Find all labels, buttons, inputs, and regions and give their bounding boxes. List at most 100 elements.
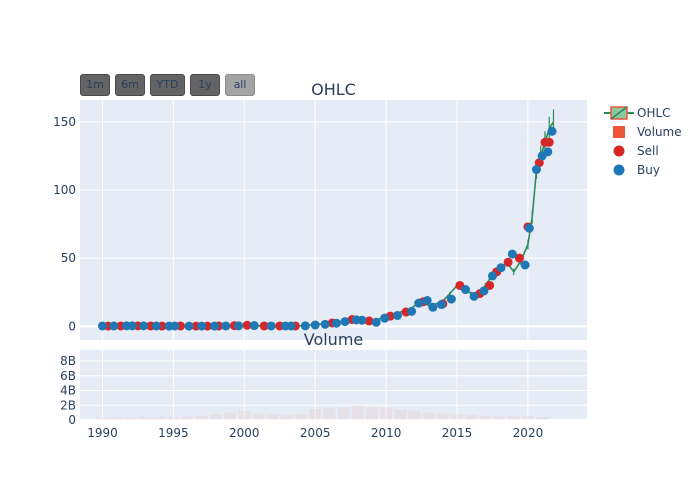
ohlc-box-icon xyxy=(604,106,634,120)
buy-point xyxy=(543,147,553,157)
range-button-6m[interactable]: 6m xyxy=(115,74,145,96)
legend-item-ohlc[interactable]: OHLC xyxy=(604,104,696,123)
sell-point xyxy=(544,137,554,147)
buy-point xyxy=(531,165,541,175)
x-tick-label: 2000 xyxy=(229,426,260,440)
sell-point xyxy=(364,316,374,326)
volume-bar xyxy=(507,416,520,420)
volume-plot-area xyxy=(80,350,587,420)
square-icon xyxy=(613,126,625,138)
volume-bar xyxy=(422,412,435,420)
buy-point xyxy=(428,302,438,312)
volume-bar xyxy=(124,417,137,420)
volume-bar xyxy=(96,417,109,420)
buy-point xyxy=(210,321,220,331)
volume-bar xyxy=(408,411,421,420)
volume-bar xyxy=(181,416,194,420)
buy-point xyxy=(300,321,310,331)
buy-point xyxy=(461,285,471,295)
x-tick-label: 2010 xyxy=(371,426,402,440)
volume-bar xyxy=(110,417,123,420)
sell-point xyxy=(514,253,524,263)
sell-point xyxy=(503,257,513,267)
volume-y-tick-label: 8B xyxy=(60,354,76,368)
buy-point xyxy=(547,126,557,136)
volume-bar xyxy=(280,414,293,420)
sell-point xyxy=(485,280,495,290)
buy-point xyxy=(331,318,341,328)
volume-bar xyxy=(266,414,279,420)
buy-point xyxy=(139,321,149,331)
volume-bar xyxy=(337,407,350,420)
x-tick-label: 2005 xyxy=(300,426,331,440)
buy-point xyxy=(310,320,320,330)
buy-point xyxy=(320,319,330,329)
buy-point xyxy=(340,317,350,327)
volume-bar xyxy=(252,413,265,420)
sell-point xyxy=(534,158,544,168)
volume-bar xyxy=(323,408,336,420)
buy-point xyxy=(249,321,259,331)
buy-point xyxy=(170,321,180,331)
buy-point xyxy=(414,298,424,308)
volume-bar xyxy=(436,413,449,420)
volume-bar xyxy=(351,405,364,420)
legend-item-volume[interactable]: Volume xyxy=(604,123,696,142)
buy-point xyxy=(520,260,530,270)
volume-bar xyxy=(479,415,492,420)
buy-point xyxy=(392,310,402,320)
volume-bar xyxy=(536,417,549,420)
volume-chart-title: Volume xyxy=(304,330,364,349)
legend: OHLC Volume Sell Buy xyxy=(604,104,696,180)
dot-icon xyxy=(613,145,625,157)
volume-bar xyxy=(394,409,407,420)
buy-point xyxy=(380,313,390,323)
volume-bar xyxy=(238,411,251,420)
buy-point xyxy=(487,271,497,281)
volume-bar xyxy=(139,417,152,420)
buy-point xyxy=(446,294,456,304)
legend-item-sell[interactable]: Sell xyxy=(604,142,696,161)
x-tick-label: 1995 xyxy=(158,426,189,440)
volume-bar xyxy=(451,414,464,420)
dot-icon xyxy=(613,164,625,176)
price-chart-title: OHLC xyxy=(311,80,356,99)
volume-bar xyxy=(224,412,237,420)
sell-point xyxy=(242,320,252,330)
buy-point xyxy=(127,321,137,331)
price-y-tick-label: 50 xyxy=(61,251,76,265)
buy-point xyxy=(286,321,296,331)
buy-point xyxy=(109,321,119,331)
volume-y-tick-label: 4B xyxy=(60,384,76,398)
x-tick-label: 2020 xyxy=(513,426,544,440)
volume-bar xyxy=(209,414,222,420)
volume-bar xyxy=(295,414,308,420)
legend-label-buy: Buy xyxy=(637,163,660,177)
buy-point xyxy=(371,317,381,327)
x-tick-label: 1990 xyxy=(87,426,118,440)
price-y-tick-label: 100 xyxy=(53,183,76,197)
range-button-1m[interactable]: 1m xyxy=(80,74,110,96)
buy-point xyxy=(234,321,244,331)
buy-point xyxy=(496,263,506,273)
range-button-1y[interactable]: 1y xyxy=(190,74,220,96)
price-y-tick-label: 0 xyxy=(68,319,76,333)
range-button-ytd[interactable]: YTD xyxy=(150,74,185,96)
buy-point xyxy=(524,223,534,233)
legend-item-buy[interactable]: Buy xyxy=(604,161,696,180)
volume-bar xyxy=(493,416,506,420)
volume-bar xyxy=(465,414,478,420)
legend-label-sell: Sell xyxy=(637,144,659,158)
buy-point xyxy=(184,321,194,331)
buy-point xyxy=(436,300,446,310)
legend-label-ohlc: OHLC xyxy=(637,106,671,120)
price-plot-area xyxy=(80,100,587,340)
volume-y-tick-label: 6B xyxy=(60,369,76,383)
volume-y-tick-label: 0 xyxy=(68,413,76,427)
volume-bar xyxy=(380,408,393,420)
buy-point xyxy=(479,286,489,296)
buy-point xyxy=(151,321,161,331)
range-button-all[interactable]: all xyxy=(225,74,255,96)
